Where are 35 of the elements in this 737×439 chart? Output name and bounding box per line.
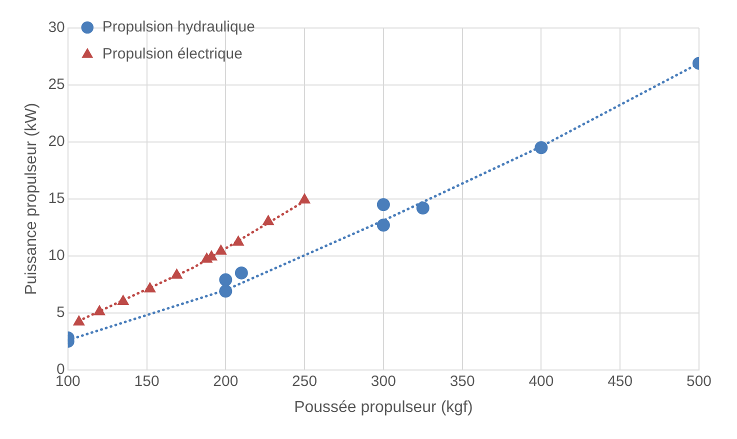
- x-tick-label: 100: [55, 372, 80, 390]
- legend-label: Propulsion hydraulique: [102, 18, 255, 36]
- point: [219, 273, 232, 286]
- point: [117, 294, 129, 305]
- x-tick-label: 200: [213, 372, 238, 390]
- point: [262, 215, 274, 226]
- y-axis-title: Puissance propulseur (kW): [23, 102, 40, 295]
- y-tick-label: 20: [48, 133, 65, 150]
- point: [416, 202, 430, 215]
- y-tick-label: 10: [48, 247, 65, 264]
- x-tick-label: 300: [370, 372, 396, 390]
- legend-label: Propulsion électrique: [102, 46, 242, 63]
- y-tick-label: 25: [48, 76, 65, 94]
- x-tick-label: 350: [450, 372, 475, 390]
- point: [534, 141, 548, 154]
- x-tick-label: 450: [608, 372, 633, 390]
- y-tick-label: 30: [48, 19, 65, 36]
- point: [234, 266, 248, 280]
- x-tick-label: 500: [686, 372, 712, 390]
- x-tick-label: 150: [134, 372, 160, 390]
- x-tick-label: 400: [528, 372, 554, 390]
- y-tick-label: 5: [56, 304, 65, 321]
- point: [94, 305, 106, 316]
- point: [376, 198, 390, 212]
- point: [144, 282, 156, 292]
- point: [298, 194, 310, 204]
- x-tick-label: 250: [292, 372, 318, 390]
- point: [215, 244, 227, 255]
- point: [171, 268, 182, 279]
- point: [376, 218, 390, 232]
- x-axis-title: Poussée propulseur (kgf): [294, 398, 473, 416]
- y-tick-label: 15: [48, 190, 65, 208]
- point: [219, 284, 232, 298]
- point: [73, 315, 85, 326]
- point: [232, 236, 244, 246]
